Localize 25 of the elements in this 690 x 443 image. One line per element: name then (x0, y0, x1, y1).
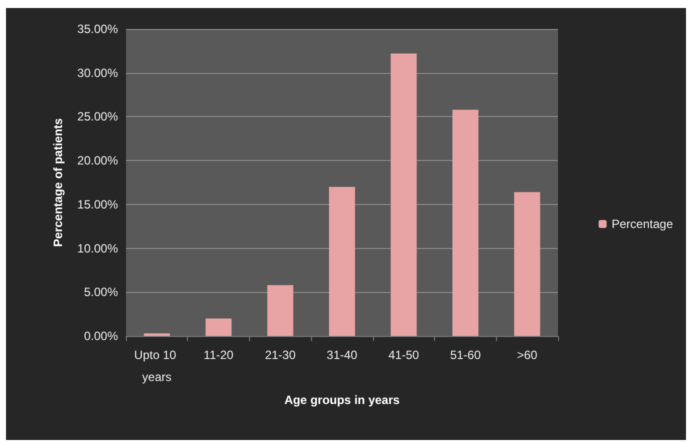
x-tick-label: 11-20 (204, 348, 234, 362)
x-tick-label: 51-60 (450, 348, 482, 362)
x-tick-label: 21-30 (264, 348, 296, 362)
x-axis-title: Age groups in years (284, 393, 400, 407)
y-tick-label: 35.00% (77, 22, 118, 36)
x-tick-label: Upto 10 years (134, 348, 180, 384)
legend-label: Percentage (612, 217, 674, 231)
x-tick-label: 31-40 (326, 348, 358, 362)
x-tick-label: 41-50 (388, 348, 420, 362)
bar (514, 192, 540, 336)
y-tick-label: 30.00% (77, 66, 118, 80)
x-tick-label: >60 (516, 348, 538, 362)
y-tick-label: 5.00% (84, 285, 118, 300)
bar (206, 318, 232, 336)
y-tick-label: 20.00% (77, 154, 118, 168)
bar (390, 54, 417, 336)
y-axis-title: Percentage of patients (51, 118, 65, 247)
y-tick-label: 25.00% (77, 110, 118, 124)
bar (144, 333, 170, 336)
y-tick-label: 15.00% (77, 197, 118, 212)
y-tick-label: 0.00% (84, 329, 118, 343)
bar (267, 285, 294, 336)
y-tick-label: 10.00% (77, 241, 118, 256)
bar (452, 110, 478, 336)
bar (329, 186, 355, 336)
